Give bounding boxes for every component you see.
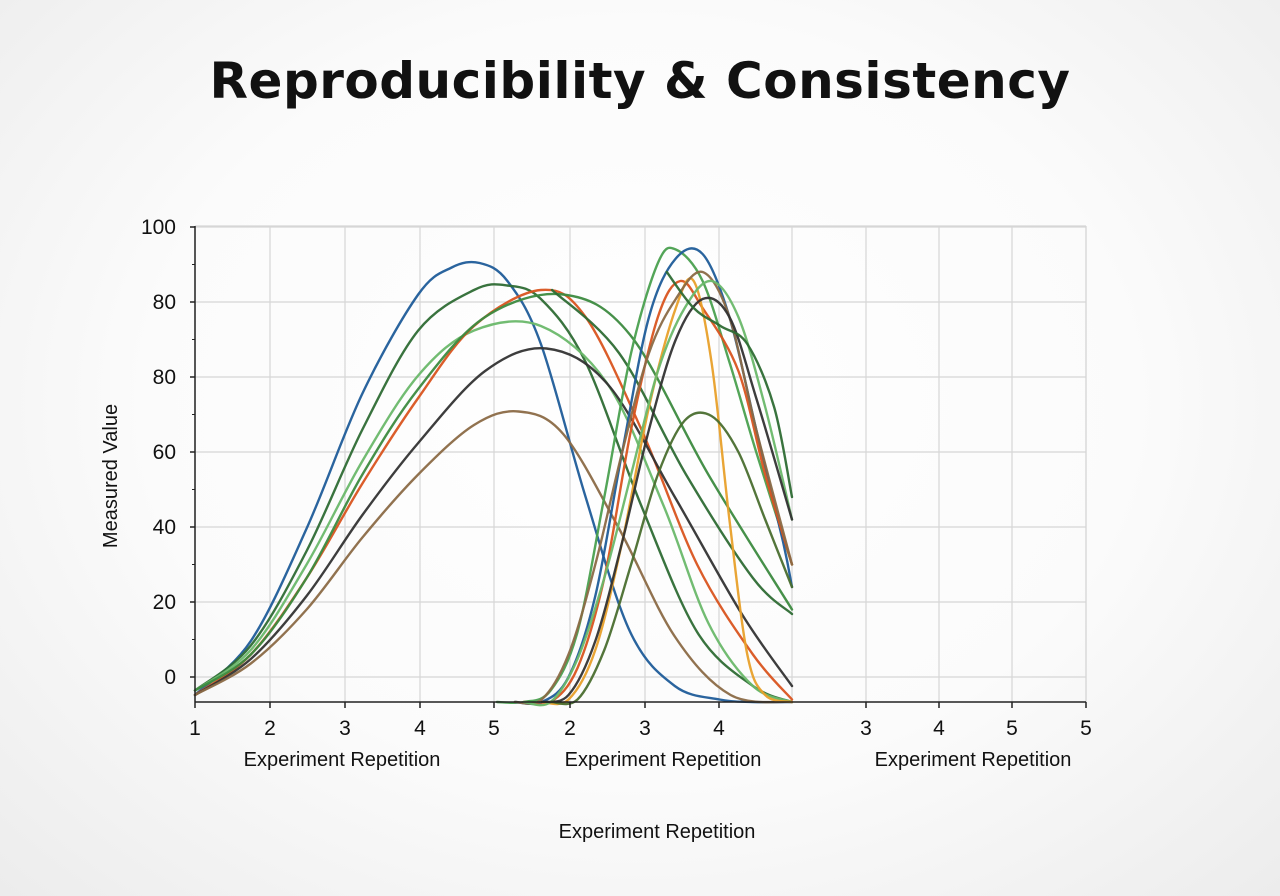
x-tick-label: 5 bbox=[1080, 717, 1092, 740]
x-tick-label: 5 bbox=[1006, 717, 1018, 740]
y-tick-label: 80 bbox=[153, 366, 176, 389]
x-axis-title: Experiment Repetition bbox=[559, 821, 756, 843]
panel-x-axis-label: Experiment Repetition bbox=[875, 749, 1072, 771]
panel-x-axis-label: Experiment Repetition bbox=[565, 749, 762, 771]
x-tick-label: 2 bbox=[564, 717, 576, 740]
y-axis-title: Measured Value bbox=[100, 404, 122, 548]
x-tick-label: 4 bbox=[933, 717, 945, 740]
series-line-6 bbox=[193, 346, 794, 697]
x-tick-label: 5 bbox=[488, 717, 500, 740]
series-line-5 bbox=[193, 292, 794, 692]
x-tick-label: 4 bbox=[713, 717, 725, 740]
axis-layer: 0 20 40 60 80 80 100 1 2 3 4 5 Experiment Repetition… bbox=[141, 216, 1092, 771]
chart-title: Reproducibility & Consistency bbox=[209, 52, 1071, 110]
panel-x-axis-label: Experiment Repetition bbox=[244, 749, 441, 771]
series-line-17 bbox=[665, 270, 794, 499]
y-tick-label: 80 bbox=[153, 291, 176, 314]
series-line-16 bbox=[549, 411, 794, 706]
series-line-15 bbox=[540, 296, 794, 704]
y-tick-label: 40 bbox=[153, 516, 176, 539]
y-tick-label: 60 bbox=[153, 441, 176, 464]
series-line-2 bbox=[193, 283, 794, 704]
series-line-3 bbox=[193, 320, 794, 704]
series-line-7 bbox=[193, 410, 794, 704]
series-line-13 bbox=[513, 270, 794, 705]
y-tick-label: 20 bbox=[153, 591, 176, 614]
x-tick-label: 3 bbox=[860, 717, 872, 740]
y-tick-label: 0 bbox=[164, 666, 176, 689]
series-line-1 bbox=[193, 260, 794, 704]
x-tick-label: 2 bbox=[264, 717, 276, 740]
y-tick-label: 100 bbox=[141, 216, 176, 239]
series-line-14 bbox=[522, 279, 794, 707]
grid-layer bbox=[194, 225, 1087, 702]
series-line-8 bbox=[550, 288, 794, 616]
x-tick-label: 3 bbox=[339, 717, 351, 740]
x-tick-label: 4 bbox=[414, 717, 426, 740]
series-line-11 bbox=[522, 279, 794, 706]
x-tick-label: 3 bbox=[639, 717, 651, 740]
x-tick-label: 1 bbox=[189, 717, 201, 740]
series-layer bbox=[193, 246, 794, 707]
